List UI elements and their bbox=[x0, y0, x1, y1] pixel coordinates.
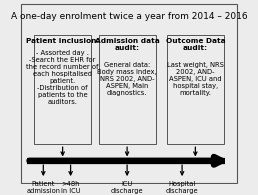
Text: Hospital
discharge: Hospital discharge bbox=[166, 181, 198, 194]
FancyBboxPatch shape bbox=[167, 35, 224, 144]
Text: A one-day enrolment twice a year from 2014 – 2016: A one-day enrolment twice a year from 20… bbox=[11, 12, 247, 21]
Text: Patient
admission: Patient admission bbox=[26, 181, 60, 194]
FancyBboxPatch shape bbox=[21, 4, 237, 183]
Text: - Assorted day .
-Search the EHR for
the record number of
each hospitalised
pati: - Assorted day . -Search the EHR for the… bbox=[27, 50, 99, 105]
Text: Admission data
audit:: Admission data audit: bbox=[95, 38, 159, 51]
Text: Last weight, NRS
2002, AND-
ASPEN, ICU and
hospital stay,
mortality.: Last weight, NRS 2002, AND- ASPEN, ICU a… bbox=[167, 62, 224, 96]
Text: Outcome Data
audit:: Outcome Data audit: bbox=[166, 38, 225, 51]
FancyBboxPatch shape bbox=[99, 35, 156, 144]
Text: Patient inclusion:: Patient inclusion: bbox=[26, 38, 99, 44]
Text: General data:
Body mass index,
NRS 2002, AND-
ASPEN, Main
diagnostics.: General data: Body mass index, NRS 2002,… bbox=[97, 62, 157, 96]
Text: >48h
in ICU: >48h in ICU bbox=[61, 181, 80, 194]
Text: ICU
discharge: ICU discharge bbox=[111, 181, 143, 194]
FancyBboxPatch shape bbox=[34, 35, 91, 144]
